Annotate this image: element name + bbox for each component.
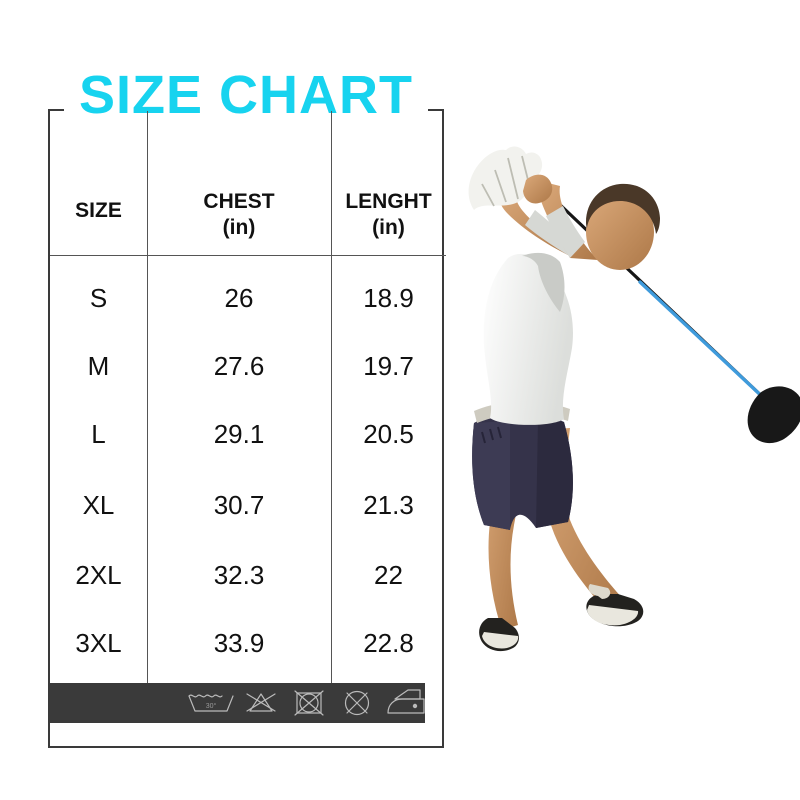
svg-text:30°: 30° bbox=[206, 702, 217, 710]
